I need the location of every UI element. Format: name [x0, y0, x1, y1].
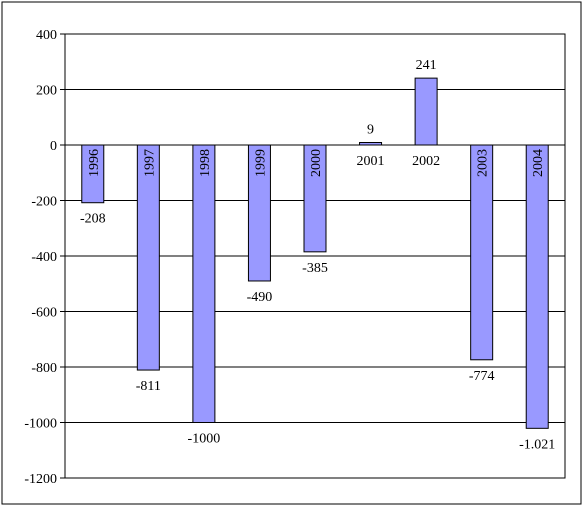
- data-label: 9: [367, 123, 374, 138]
- y-tick-label: -200: [31, 195, 57, 210]
- data-labels: 1996 -208 1997 -811 1998 -1000 1999 -490 2000 -38…: [80, 58, 555, 452]
- bar-1998: [192, 144, 216, 423]
- bar-2002: [414, 77, 438, 146]
- category-label: 1996: [87, 149, 102, 177]
- y-tick-label: 200: [36, 84, 57, 99]
- bar-2004: [525, 144, 549, 429]
- bar-2000: [303, 144, 327, 253]
- y-tick-label: 400: [36, 28, 57, 43]
- data-label: -490: [247, 290, 273, 305]
- bars: [81, 77, 549, 429]
- y-tick-label: -600: [31, 306, 57, 321]
- y-axis: 400 200 0 -200 -400 -600 -800 -1000 -1200: [24, 28, 65, 487]
- y-tick-label: -1200: [24, 472, 57, 487]
- category-label: 1997: [142, 149, 157, 177]
- data-label: 241: [416, 58, 437, 73]
- data-label: -385: [302, 261, 328, 276]
- data-label: -774: [469, 369, 495, 384]
- bar-1996: [81, 144, 105, 204]
- data-label: -1.021: [519, 437, 555, 452]
- y-tick-label: -1000: [24, 417, 57, 432]
- bar-1997: [136, 144, 160, 371]
- category-label: 2003: [476, 149, 491, 177]
- category-label: 1999: [253, 149, 268, 177]
- category-label: 1998: [198, 149, 213, 177]
- y-tick-label: 0: [50, 139, 57, 154]
- bar-1999: [247, 144, 271, 282]
- category-label: 2004: [531, 149, 546, 177]
- category-label: 2001: [357, 154, 385, 169]
- data-label: -208: [80, 212, 106, 227]
- data-label: -811: [136, 379, 161, 394]
- bar-2001: [359, 142, 383, 146]
- y-tick-label: -800: [31, 361, 57, 376]
- category-label: 2000: [309, 149, 324, 177]
- data-label: -1000: [188, 432, 221, 447]
- bar-2003: [470, 144, 494, 361]
- category-label: 2002: [412, 154, 440, 169]
- y-tick-label: -400: [31, 250, 57, 265]
